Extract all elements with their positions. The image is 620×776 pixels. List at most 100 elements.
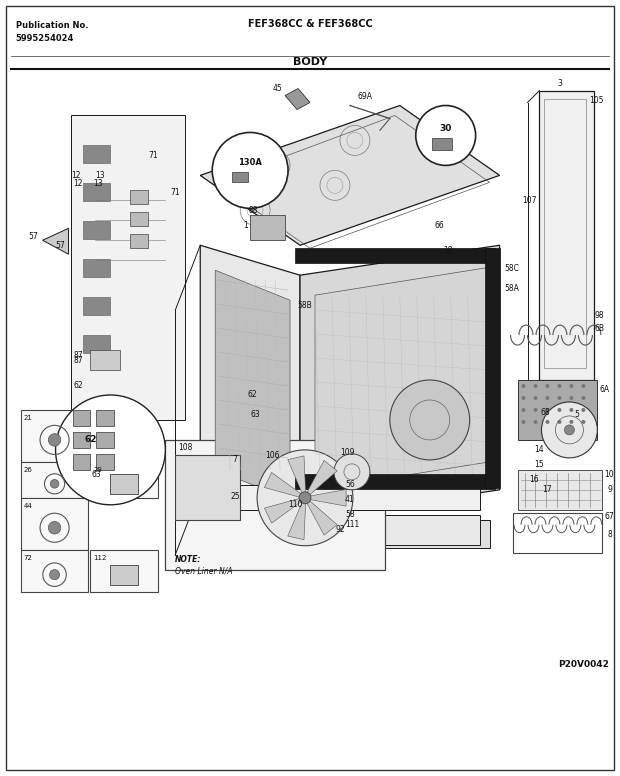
Polygon shape [307, 460, 337, 495]
Text: 62: 62 [74, 380, 83, 390]
Text: 71: 71 [148, 151, 158, 160]
Circle shape [533, 396, 538, 400]
Text: 8: 8 [608, 530, 612, 539]
Bar [73, 432, 91, 448]
Text: 57: 57 [29, 232, 38, 241]
Circle shape [546, 396, 549, 400]
Circle shape [533, 408, 538, 412]
Circle shape [557, 408, 562, 412]
Text: BODY: BODY [293, 57, 327, 67]
Text: 109: 109 [340, 449, 355, 457]
Bar [91, 350, 120, 370]
Bar [295, 474, 495, 489]
Text: 58B: 58B [297, 300, 312, 310]
Bar [432, 138, 452, 151]
Text: 66: 66 [435, 221, 445, 230]
Polygon shape [264, 473, 301, 497]
Circle shape [48, 434, 61, 446]
Circle shape [557, 396, 562, 400]
Circle shape [569, 384, 574, 388]
Circle shape [257, 450, 353, 546]
Text: 87: 87 [74, 351, 83, 359]
Circle shape [569, 408, 574, 412]
Bar [82, 145, 110, 164]
Polygon shape [225, 485, 480, 510]
Text: 58: 58 [345, 511, 355, 519]
Text: 41: 41 [345, 495, 355, 504]
Circle shape [50, 570, 60, 580]
Text: 110: 110 [288, 501, 302, 509]
Text: 71: 71 [170, 188, 180, 197]
Text: 29: 29 [94, 467, 102, 473]
Polygon shape [215, 270, 290, 500]
Bar [82, 259, 110, 277]
Text: 111: 111 [345, 520, 359, 529]
Circle shape [569, 420, 574, 424]
Text: 25: 25 [230, 492, 240, 501]
Bar [97, 432, 115, 448]
Text: 5: 5 [574, 411, 579, 420]
Bar [82, 335, 110, 353]
Text: 58C: 58C [505, 264, 520, 272]
Polygon shape [200, 520, 490, 548]
Text: 1: 1 [244, 221, 248, 230]
Text: 68: 68 [541, 408, 551, 417]
Text: Publication No.: Publication No. [16, 21, 88, 29]
Text: 6A: 6A [600, 386, 609, 394]
Polygon shape [315, 267, 490, 490]
Bar [232, 172, 248, 182]
Polygon shape [200, 245, 300, 520]
Text: 63: 63 [250, 411, 260, 420]
Text: 3: 3 [557, 78, 562, 88]
Text: 16: 16 [529, 476, 539, 484]
Text: 45: 45 [272, 84, 282, 93]
Text: 13: 13 [94, 178, 103, 188]
Polygon shape [200, 514, 480, 545]
Text: 108: 108 [179, 443, 193, 452]
Text: 18: 18 [443, 246, 453, 255]
Polygon shape [71, 116, 185, 420]
Circle shape [569, 396, 574, 400]
Bar [130, 234, 148, 248]
Text: 88: 88 [248, 206, 258, 215]
Text: 5995254024: 5995254024 [16, 33, 74, 43]
Circle shape [533, 420, 538, 424]
Text: 106: 106 [265, 452, 280, 460]
Circle shape [546, 420, 549, 424]
Circle shape [521, 408, 526, 412]
Text: 9: 9 [608, 485, 612, 494]
Circle shape [299, 492, 311, 504]
Text: 67: 67 [604, 512, 614, 521]
Circle shape [48, 521, 61, 534]
Circle shape [582, 396, 585, 400]
Circle shape [50, 480, 59, 488]
Bar [175, 455, 240, 520]
Text: 17: 17 [542, 485, 552, 494]
Bar [20, 462, 89, 497]
Bar [82, 221, 110, 239]
Text: 92: 92 [335, 525, 345, 534]
Bar [20, 549, 89, 591]
Circle shape [564, 425, 574, 435]
Text: 26: 26 [24, 467, 32, 473]
Circle shape [334, 454, 370, 490]
Text: 14: 14 [534, 445, 544, 455]
Bar [544, 99, 587, 368]
Bar [82, 297, 110, 315]
Text: 10: 10 [604, 470, 614, 480]
Text: NOTE:: NOTE: [175, 555, 202, 563]
Text: 30: 30 [440, 124, 452, 133]
Bar [110, 565, 138, 584]
Polygon shape [307, 501, 337, 535]
Bar [295, 248, 495, 263]
Bar [518, 469, 603, 510]
Circle shape [582, 408, 585, 412]
Bar [20, 410, 89, 462]
Circle shape [557, 420, 562, 424]
Bar [130, 213, 148, 227]
Polygon shape [288, 502, 306, 540]
Polygon shape [285, 88, 310, 109]
Text: 105: 105 [590, 95, 604, 105]
Polygon shape [264, 498, 301, 523]
Text: 72: 72 [24, 555, 32, 561]
